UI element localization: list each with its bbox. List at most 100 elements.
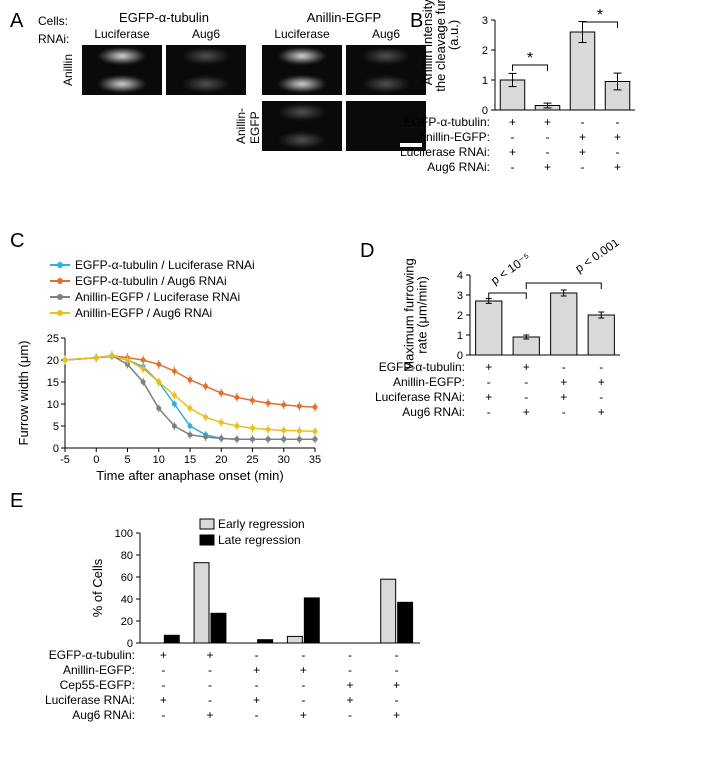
panel-c-chart: EGFP-α-tubulin / Luciferase RNAiEGFP-α-t…	[10, 253, 350, 493]
svg-text:Aug6 RNAi:: Aug6 RNAi:	[402, 405, 465, 419]
svg-text:25: 25	[246, 454, 258, 466]
svg-text:Luciferase RNAi:: Luciferase RNAi:	[400, 145, 490, 159]
svg-text:-: -	[255, 708, 259, 722]
svg-text:Anillin-EGFP:: Anillin-EGFP:	[418, 130, 490, 144]
svg-text:-: -	[301, 678, 305, 692]
svg-text:Anillin-EGFP:: Anillin-EGFP:	[393, 375, 465, 389]
svg-text:+: +	[300, 708, 307, 722]
svg-text:+: +	[598, 405, 605, 419]
svg-text:-: -	[511, 130, 515, 144]
svg-text:15: 15	[47, 377, 59, 389]
svg-text:Anillin-EGFP:: Anillin-EGFP:	[63, 663, 135, 677]
svg-text:Cep55-EGFP:: Cep55-EGFP:	[60, 678, 135, 692]
svg-text:40: 40	[121, 594, 133, 606]
svg-text:*: *	[597, 7, 603, 24]
svg-text:+: +	[560, 390, 567, 404]
svg-text:+: +	[614, 130, 621, 144]
panel-b: B 0123Anillin intensity atthe cleavage f…	[410, 10, 710, 200]
svg-text:Furrow width (μm): Furrow width (μm)	[16, 341, 31, 446]
svg-text:+: +	[544, 160, 551, 174]
svg-text:10: 10	[153, 454, 165, 466]
panel-e-chart: Early regressionLate regression020406080…	[10, 513, 510, 773]
svg-text:rate (μm/min): rate (μm/min)	[415, 276, 430, 354]
panel-a-row1-label: Anillin	[61, 54, 75, 86]
svg-text:-: -	[255, 678, 259, 692]
figure: A Cells: RNAi: EGFP-α-tubulin Luciferase…	[10, 10, 702, 744]
svg-text:20: 20	[215, 454, 227, 466]
svg-text:-: -	[301, 693, 305, 707]
svg-text:-: -	[348, 648, 352, 662]
svg-text:(a.u.): (a.u.)	[446, 20, 461, 50]
svg-text:-: -	[546, 130, 550, 144]
svg-text:60: 60	[121, 572, 133, 584]
svg-text:EGFP-α-tubulin / Luciferase RN: EGFP-α-tubulin / Luciferase RNAi	[75, 258, 255, 272]
svg-text:-: -	[616, 115, 620, 129]
svg-text:-: -	[161, 708, 165, 722]
svg-text:3: 3	[482, 15, 488, 27]
svg-text:-: -	[562, 360, 566, 374]
svg-text:-: -	[581, 115, 585, 129]
svg-text:Aug6 RNAi:: Aug6 RNAi:	[72, 708, 135, 722]
svg-text:+: +	[579, 145, 586, 159]
svg-text:3: 3	[457, 290, 463, 302]
svg-text:+: +	[206, 708, 213, 722]
svg-text:10: 10	[47, 399, 59, 411]
panel-a-cells-label: Cells:	[38, 14, 68, 28]
panel-e: E Early regressionLate regression0204060…	[10, 490, 510, 776]
panel-a-g1-sub2: Aug6	[164, 27, 248, 41]
svg-text:EGFP-α-tubulin:: EGFP-α-tubulin:	[379, 360, 465, 374]
svg-text:-: -	[562, 405, 566, 419]
svg-text:+: +	[509, 145, 516, 159]
svg-text:+: +	[523, 405, 530, 419]
svg-text:Anillin-EGFP / Aug6 RNAi: Anillin-EGFP / Aug6 RNAi	[75, 306, 212, 320]
svg-text:Time after anaphase onset (min: Time after anaphase onset (min)	[96, 468, 283, 483]
panel-b-letter: B	[410, 10, 423, 33]
svg-text:-: -	[511, 160, 515, 174]
svg-text:-: -	[395, 648, 399, 662]
svg-text:+: +	[544, 115, 551, 129]
svg-text:+: +	[523, 360, 530, 374]
svg-text:0: 0	[93, 454, 99, 466]
svg-text:+: +	[160, 693, 167, 707]
panel-a-g2-sub1: Luciferase	[260, 27, 344, 41]
svg-text:2: 2	[482, 45, 488, 57]
panel-b-chart: 0123Anillin intensity atthe cleavage fur…	[410, 10, 710, 210]
svg-text:+: +	[393, 678, 400, 692]
svg-text:30: 30	[278, 454, 290, 466]
svg-text:% of Cells: % of Cells	[90, 558, 105, 617]
panel-d-chart: 01234Maximum furrowingrate (μm/min)p < 1…	[360, 240, 710, 460]
svg-text:100: 100	[115, 528, 133, 540]
svg-text:-: -	[599, 360, 603, 374]
svg-text:20: 20	[121, 616, 133, 628]
svg-text:+: +	[579, 130, 586, 144]
svg-text:Luciferase RNAi:: Luciferase RNAi:	[375, 390, 465, 404]
svg-text:+: +	[393, 708, 400, 722]
svg-text:-: -	[255, 648, 259, 662]
svg-text:4: 4	[457, 270, 463, 282]
svg-text:+: +	[509, 115, 516, 129]
svg-text:Late regression: Late regression	[218, 533, 301, 547]
svg-text:*: *	[527, 50, 533, 67]
svg-text:20: 20	[47, 355, 59, 367]
svg-text:+: +	[253, 663, 260, 677]
svg-text:Luciferase RNAi:: Luciferase RNAi:	[45, 693, 135, 707]
panel-a-g1-sub1: Luciferase	[80, 27, 164, 41]
svg-text:-5: -5	[60, 454, 70, 466]
svg-text:-: -	[524, 390, 528, 404]
svg-text:80: 80	[121, 550, 133, 562]
svg-text:-: -	[348, 708, 352, 722]
panel-c: C EGFP-α-tubulin / Luciferase RNAiEGFP-α…	[10, 230, 350, 496]
svg-text:-: -	[395, 693, 399, 707]
svg-text:-: -	[161, 663, 165, 677]
svg-text:Early regression: Early regression	[218, 517, 305, 531]
svg-text:-: -	[581, 160, 585, 174]
panel-a-row2-label: Anillin-EGFP	[234, 108, 262, 144]
svg-text:-: -	[599, 390, 603, 404]
panel-c-letter: C	[10, 230, 350, 253]
svg-text:p < 10⁻⁵: p < 10⁻⁵	[488, 250, 533, 287]
svg-text:5: 5	[124, 454, 130, 466]
svg-text:+: +	[485, 360, 492, 374]
svg-text:+: +	[614, 160, 621, 174]
svg-text:-: -	[487, 375, 491, 389]
svg-text:5: 5	[53, 421, 59, 433]
